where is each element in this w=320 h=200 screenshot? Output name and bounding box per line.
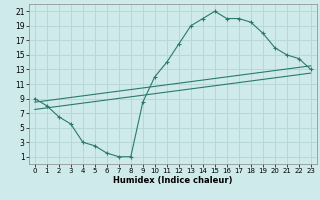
X-axis label: Humidex (Indice chaleur): Humidex (Indice chaleur) — [113, 176, 233, 185]
